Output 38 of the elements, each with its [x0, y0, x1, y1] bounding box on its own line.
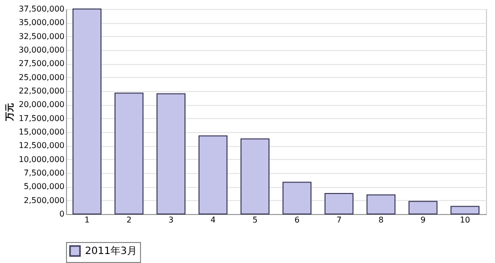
- y-tick-label: 17,500,000: [18, 114, 64, 123]
- y-tick-label: 30,000,000: [18, 46, 64, 54]
- bar: [366, 194, 396, 214]
- x-tick-label: 9: [420, 216, 426, 224]
- y-tick-label: 27,500,000: [18, 59, 64, 68]
- x-tick-label: 5: [252, 216, 258, 224]
- y-tick-label: 2,500,000: [24, 196, 64, 205]
- x-tick-label: 3: [168, 216, 174, 224]
- bar: [114, 92, 144, 214]
- x-tick-label: 7: [336, 216, 342, 224]
- bar: [240, 138, 270, 214]
- y-tick-label: 7,500,000: [24, 168, 64, 178]
- x-tick-label: 8: [378, 216, 384, 224]
- y-tick-label: 25,000,000: [18, 72, 64, 82]
- y-tick-label: 15,000,000: [18, 128, 64, 136]
- y-tick-label: 0: [59, 210, 64, 218]
- bar: [72, 8, 102, 214]
- x-tick-label: 2: [126, 216, 132, 224]
- bar: [198, 135, 228, 214]
- x-tick-label: 4: [210, 216, 216, 224]
- y-tick-label: 32,500,000: [18, 32, 64, 41]
- y-tick-label: 35,000,000: [18, 18, 64, 28]
- y-tick-label: 37,500,000: [18, 4, 64, 14]
- x-tick-label: 1: [84, 216, 90, 224]
- x-tick-label: 10: [460, 216, 470, 224]
- y-tick-label: 12,500,000: [18, 141, 64, 150]
- bar: [282, 182, 312, 214]
- y-tick-label: 22,500,000: [18, 86, 64, 96]
- y-tick-label: 20,000,000: [18, 100, 64, 110]
- y-axis-title: 万元: [4, 103, 16, 122]
- bar: [324, 193, 354, 214]
- bar: [450, 206, 480, 214]
- bar: [156, 93, 186, 214]
- y-tick-label: 5,000,000: [24, 182, 64, 192]
- y-tick-label: 10,000,000: [18, 154, 64, 164]
- x-tick-label: 6: [294, 216, 300, 224]
- bar: [408, 200, 438, 214]
- legend-label: 2011年3月: [85, 245, 137, 257]
